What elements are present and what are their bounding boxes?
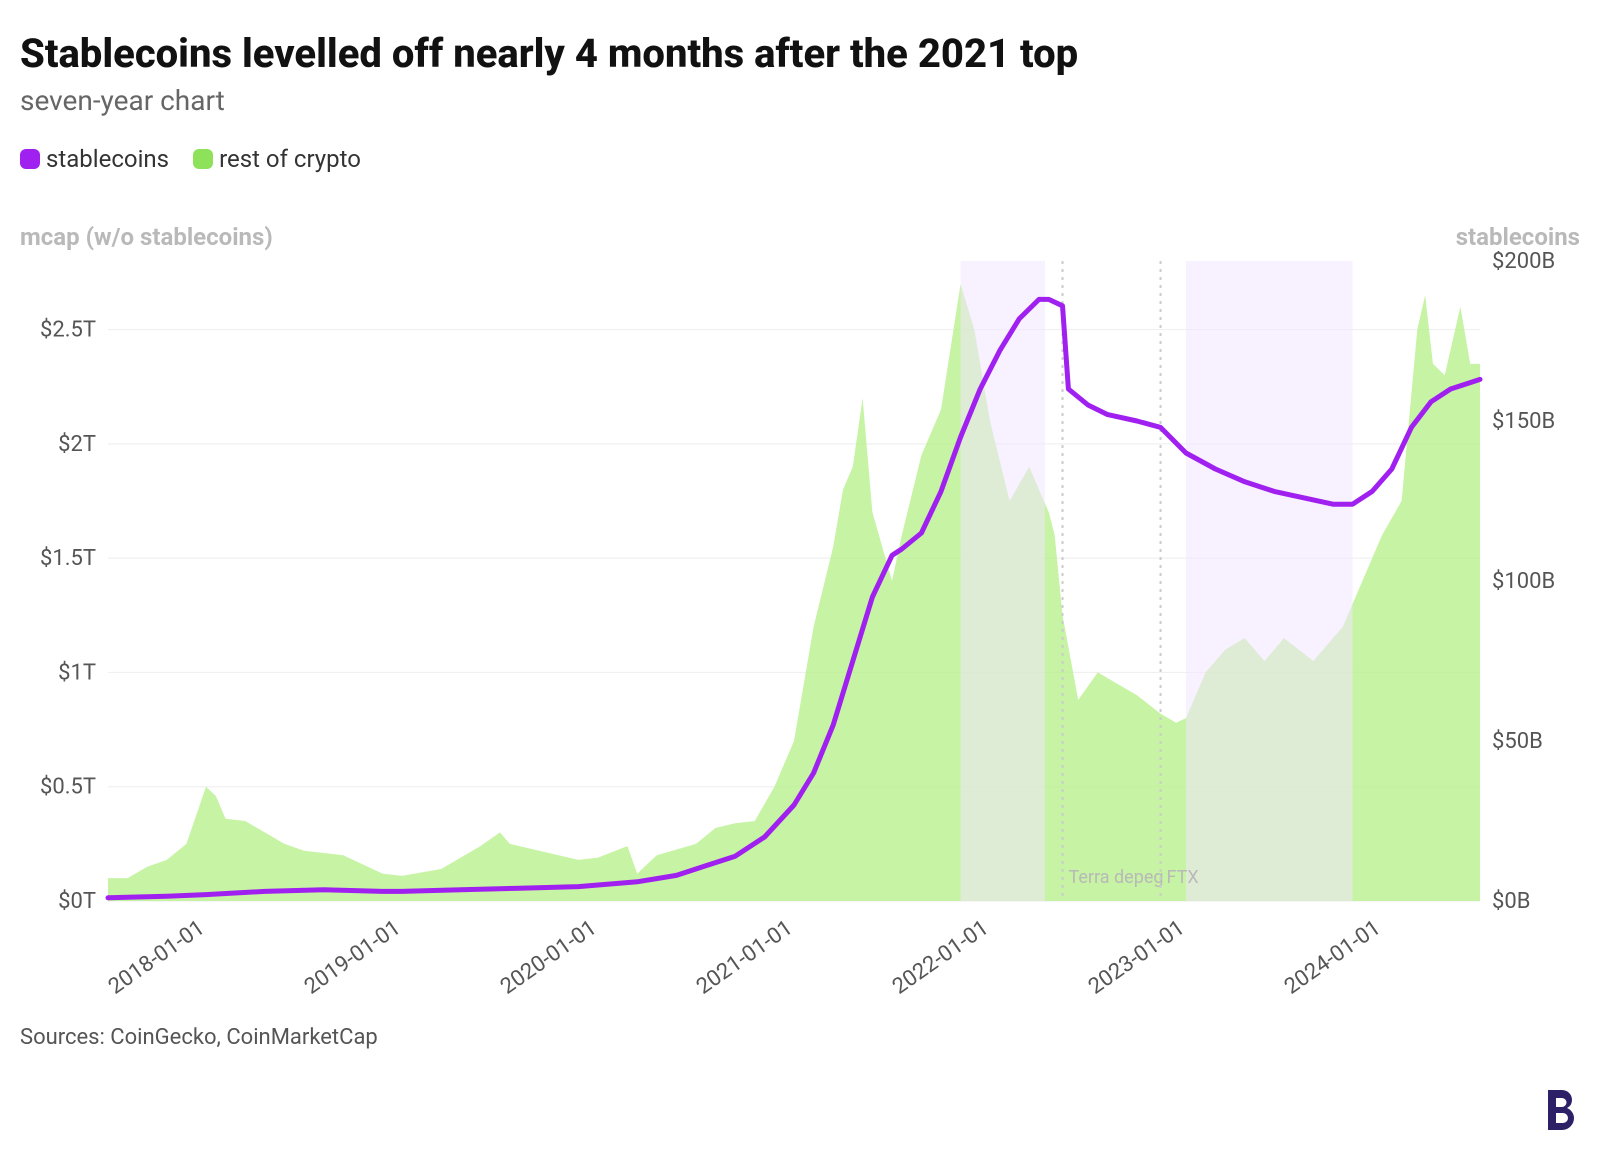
x-tick-label: 2024-01-01 <box>1280 915 1385 999</box>
event-label-0: Terra depeg <box>1069 867 1164 888</box>
legend-item-rest: rest of crypto <box>193 145 361 173</box>
y-left-tick-label: $1T <box>58 660 96 685</box>
chart-subtitle: seven-year chart <box>20 84 1580 117</box>
legend-swatch-rest <box>193 149 213 169</box>
x-tick-label: 2018-01-01 <box>104 915 209 999</box>
chart-title: Stablecoins levelled off nearly 4 months… <box>20 30 1580 78</box>
axis-title-left: mcap (w/o stablecoins) <box>20 223 273 251</box>
y-left-tick-label: $0T <box>58 889 96 914</box>
y-left-tick-label: $2.5T <box>40 318 96 343</box>
y-left-tick-label: $2T <box>58 432 96 457</box>
y-left-tick-label: $1.5T <box>40 546 96 571</box>
sources-text: Sources: CoinGecko, CoinMarketCap <box>20 1025 1580 1050</box>
x-tick-label: 2023-01-01 <box>1084 915 1189 999</box>
publisher-logo <box>1544 1088 1580 1132</box>
event-label-1: FTX <box>1167 867 1199 888</box>
x-tick-label: 2020-01-01 <box>496 915 601 999</box>
x-tick-label: 2022-01-01 <box>888 915 993 999</box>
y-right-tick-label: $50B <box>1492 729 1543 754</box>
legend-label-rest: rest of crypto <box>219 145 361 173</box>
highlight-band-1 <box>1186 261 1353 901</box>
legend-item-stablecoins: stablecoins <box>20 145 169 173</box>
x-tick-label: 2019-01-01 <box>300 915 405 999</box>
legend-swatch-stablecoins <box>20 149 40 169</box>
legend: stablecoins rest of crypto <box>20 145 1580 173</box>
legend-label-stablecoins: stablecoins <box>46 145 169 173</box>
y-right-tick-label: $0B <box>1492 889 1530 914</box>
chart-svg: Terra depegFTX $0T $0.5T $1T $1.5T $2T $2.5T $0… <box>20 251 1580 1011</box>
y-right-tick-label: $200B <box>1492 251 1555 274</box>
x-tick-label: 2021-01-01 <box>692 915 797 999</box>
y-right-tick-label: $150B <box>1492 409 1555 434</box>
axis-titles-row: mcap (w/o stablecoins) stablecoins <box>20 223 1580 251</box>
axis-title-right: stablecoins <box>1456 223 1580 251</box>
highlight-band-0 <box>961 261 1045 901</box>
y-right-tick-label: $100B <box>1492 569 1555 594</box>
chart-container: Stablecoins levelled off nearly 4 months… <box>0 0 1600 1150</box>
y-left-tick-label: $0.5T <box>40 775 96 800</box>
